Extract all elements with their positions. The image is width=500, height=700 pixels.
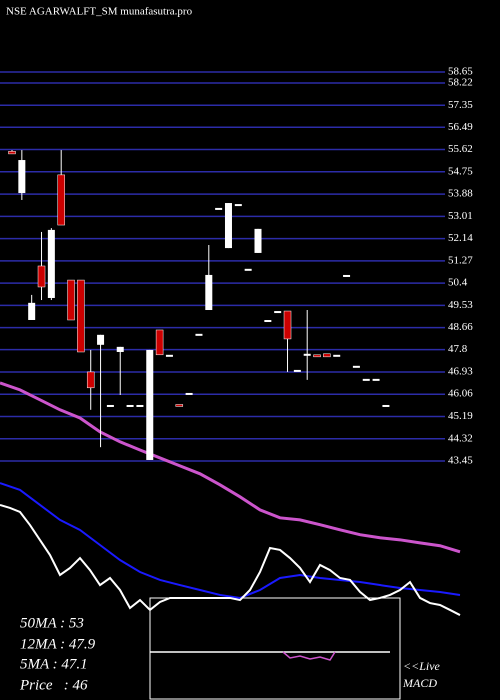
candle-body [175, 404, 184, 407]
candle-body [382, 404, 390, 407]
y-tick-label: 58.22 [448, 77, 473, 89]
candle-body [323, 353, 331, 358]
candle-body [18, 160, 26, 194]
y-tick-label: 55.62 [448, 143, 473, 155]
y-tick-label: 54.75 [448, 165, 473, 177]
candle-body [106, 404, 114, 407]
candle-body [146, 349, 154, 460]
candle-body [195, 333, 203, 336]
candle-body [8, 151, 16, 155]
y-tick-label: 58.65 [448, 66, 473, 78]
candle-body [224, 203, 232, 249]
y-tick-label: 50.4 [448, 277, 468, 289]
candle-body [47, 229, 55, 298]
candle-body [264, 320, 272, 323]
price-label: Price : 46 [19, 677, 88, 693]
y-tick-label: 51.27 [448, 254, 473, 266]
candle-body [57, 174, 65, 226]
y-tick-label: 47.8 [448, 343, 468, 355]
candle-body [254, 228, 262, 253]
y-tick-label: 46.93 [448, 365, 473, 377]
live-label: <<Live [403, 659, 441, 673]
candle-body [126, 404, 134, 407]
candle-body [372, 378, 380, 381]
ma-line [0, 381, 461, 554]
indicator-line [0, 482, 461, 599]
candle-body [67, 279, 75, 321]
candle-body [343, 274, 351, 277]
y-tick-label: 46.06 [448, 388, 473, 400]
y-tick-label: 44.32 [448, 432, 473, 444]
y-tick-label: 57.35 [448, 99, 473, 111]
candle-body [293, 369, 301, 372]
macd-line [282, 651, 336, 661]
candle-body [136, 404, 144, 407]
indicator-line [0, 503, 461, 616]
y-tick-label: 43.45 [448, 455, 473, 467]
candle-body [244, 268, 252, 271]
candle-body [283, 310, 292, 340]
candle-body [274, 311, 282, 314]
macd-box [149, 597, 401, 700]
candle-body [185, 392, 193, 395]
candle-body [155, 329, 164, 356]
macd-label: MACD [402, 676, 437, 690]
candle-body [362, 378, 370, 381]
candle-body [28, 302, 36, 320]
candle-body [77, 279, 85, 353]
y-tick-label: 49.53 [448, 299, 473, 311]
candle-body [313, 354, 321, 358]
candle-body [215, 207, 223, 210]
y-tick-label: 53.88 [448, 188, 473, 200]
y-tick-label: 48.66 [448, 321, 473, 333]
candle-body [97, 334, 105, 345]
candle-body [37, 265, 46, 288]
ma-label: 12MA : 47.9 [20, 636, 96, 652]
ma-label: 5MA : 47.1 [20, 656, 88, 672]
y-tick-label: 45.19 [448, 410, 473, 422]
chart-title: NSE AGARWALFT_SM munafasutra.pro [6, 6, 193, 18]
candle-body [116, 346, 124, 352]
y-tick-label: 56.49 [448, 121, 473, 133]
candle-body [205, 274, 213, 311]
ma-label: 50MA : 53 [20, 615, 84, 631]
candle-body [165, 354, 173, 357]
y-tick-label: 53.01 [448, 210, 473, 222]
candle-body [333, 354, 341, 357]
candle-body [234, 204, 242, 207]
candle-body [86, 371, 95, 389]
candle-body [352, 365, 360, 368]
candle-body [303, 353, 311, 356]
y-tick-label: 52.14 [448, 232, 473, 244]
